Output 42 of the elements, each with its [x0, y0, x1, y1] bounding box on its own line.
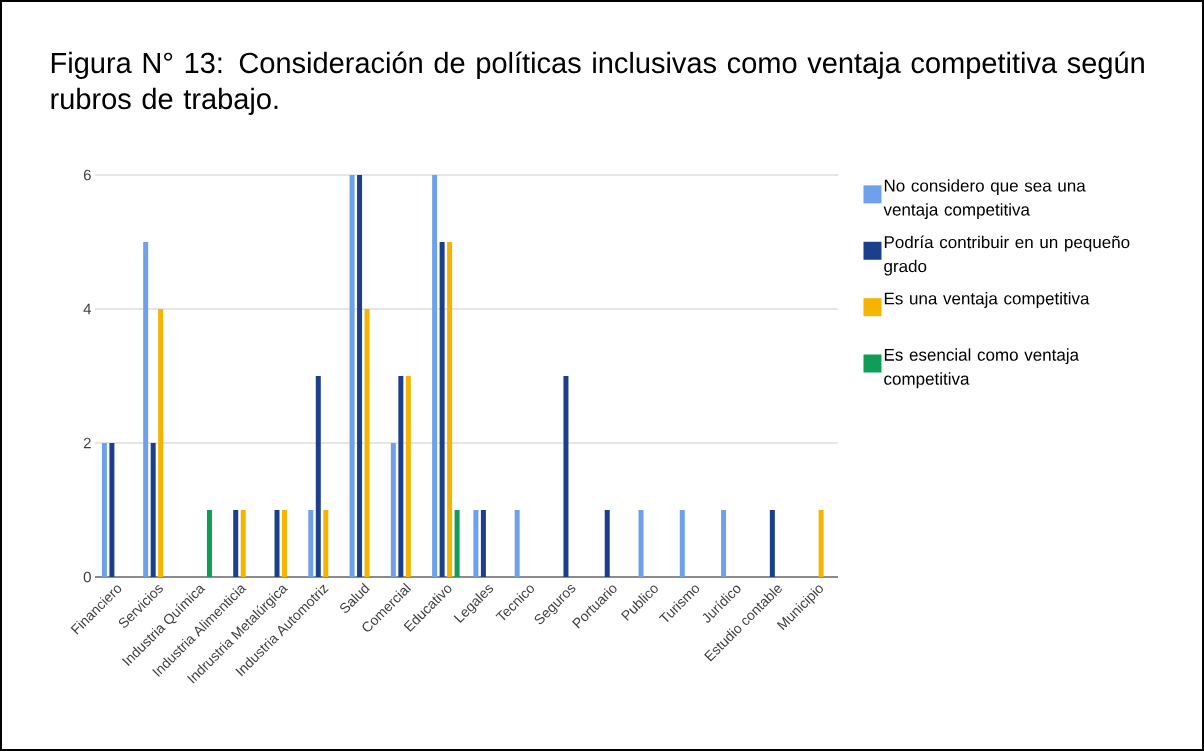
bar: [679, 510, 685, 577]
bar: [604, 510, 610, 577]
bar: [390, 443, 396, 577]
y-tick-label: 2: [83, 437, 91, 449]
bar: [308, 510, 314, 577]
bar: [638, 510, 644, 577]
bar: [432, 175, 438, 577]
bar: [364, 309, 370, 577]
bar: [398, 376, 404, 577]
legend-label: No considero que sea una ventaja competitiva: [883, 179, 1086, 220]
bar: [357, 175, 363, 577]
legend-label: Es esencial como ventaja competitiva: [884, 348, 1080, 389]
bar: [143, 242, 149, 577]
bar: [769, 510, 775, 577]
bar: [721, 510, 727, 577]
bar: [274, 510, 280, 577]
bar: [439, 242, 445, 577]
bar: [101, 443, 107, 577]
bar: [454, 510, 460, 577]
bar: [349, 175, 355, 577]
bar: [315, 376, 321, 577]
bar: [473, 510, 479, 577]
bar: [158, 309, 164, 577]
chart-title: Figura N° 13: Consideración de políticas inclusivas como ventaja competitiva según rubros de trabajo.: [51, 51, 1144, 115]
bar: [405, 376, 411, 577]
bar: [563, 376, 569, 577]
y-tick-label: 6: [83, 169, 91, 181]
legend-label: Podría contribuir en un pequeño grado: [884, 235, 1130, 276]
bar: [447, 242, 453, 577]
bar: [150, 443, 156, 577]
bar: [233, 510, 239, 577]
bar: [240, 510, 246, 577]
bar: [109, 443, 115, 577]
bar: [282, 510, 288, 577]
bar: [818, 510, 824, 577]
bar: [206, 510, 212, 577]
y-tick-label: 0: [83, 571, 91, 583]
bar: [514, 510, 520, 577]
legend-label: Es una ventaja competitiva: [884, 292, 1090, 308]
bar: [323, 510, 329, 577]
bar: [480, 510, 486, 577]
y-tick-label: 4: [83, 303, 92, 315]
